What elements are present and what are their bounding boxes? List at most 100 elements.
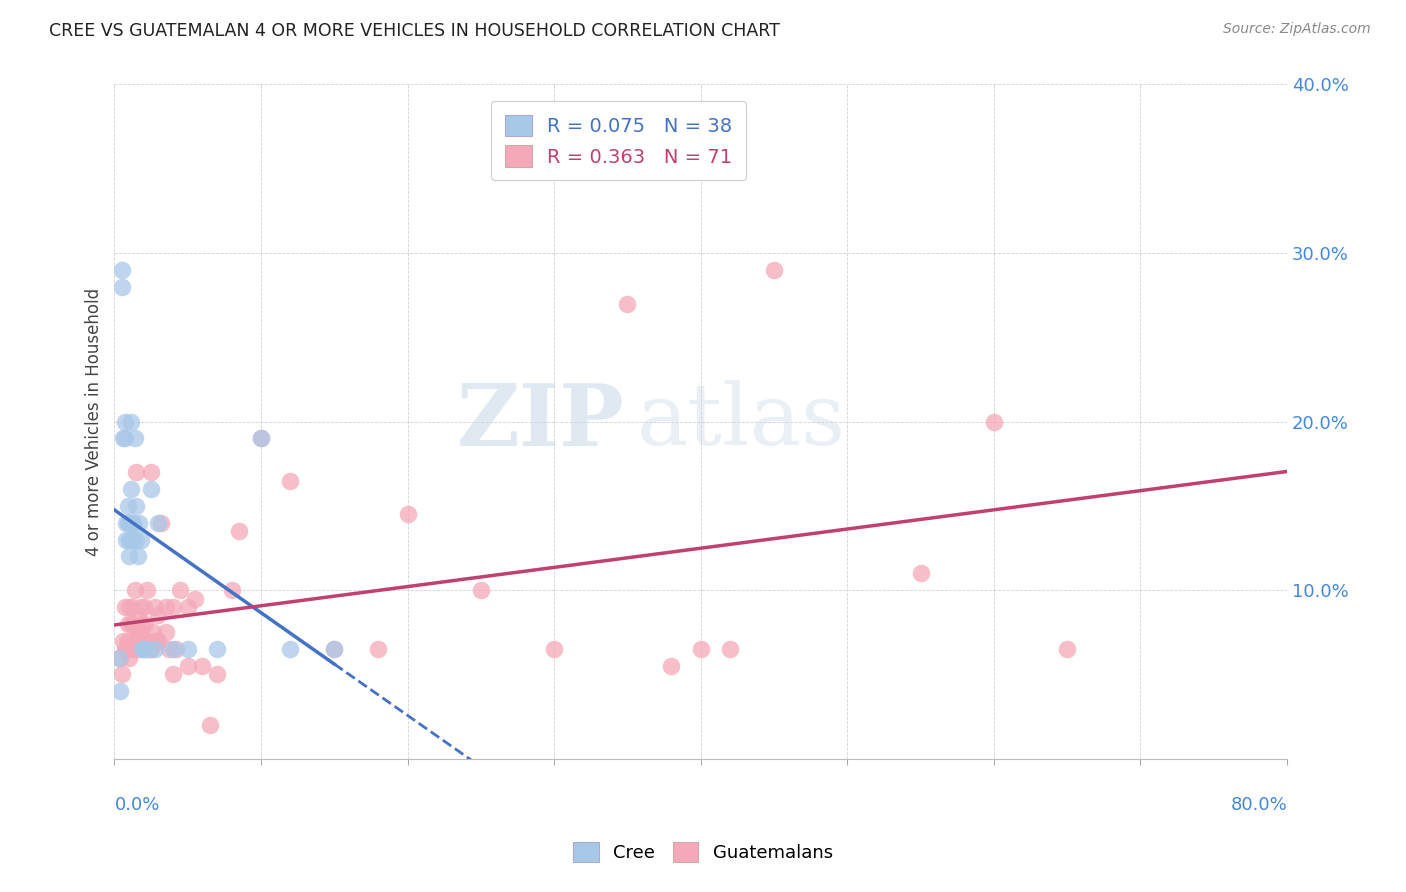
Text: 0.0%: 0.0%: [114, 796, 160, 814]
Point: [125, 633, 148, 648]
Point: [155, 600, 177, 615]
Point: [718, 642, 741, 657]
Point: [132, 642, 155, 657]
Point: [141, 625, 163, 640]
Point: [114, 432, 136, 446]
Point: [155, 625, 177, 640]
Point: [124, 633, 146, 648]
Point: [150, 516, 173, 530]
Point: [184, 591, 207, 606]
Point: [127, 608, 149, 623]
Point: [177, 600, 200, 615]
Point: [121, 600, 143, 615]
Point: [121, 516, 143, 530]
Point: [134, 616, 156, 631]
Point: [118, 600, 141, 615]
Text: ZIP: ZIP: [457, 380, 624, 464]
Point: [115, 533, 138, 547]
Point: [177, 659, 200, 673]
Point: [250, 432, 273, 446]
Point: [124, 583, 146, 598]
Point: [148, 608, 170, 623]
Point: [205, 642, 228, 657]
Point: [198, 718, 221, 732]
Point: [111, 667, 134, 681]
Point: [689, 642, 711, 657]
Point: [122, 642, 145, 657]
Point: [114, 415, 136, 429]
Point: [131, 642, 153, 657]
Point: [117, 616, 139, 631]
Point: [112, 633, 135, 648]
Point: [165, 642, 187, 657]
Point: [117, 633, 139, 648]
Point: [323, 642, 346, 657]
Point: [118, 650, 141, 665]
Point: [115, 516, 138, 530]
Point: [763, 263, 786, 277]
Point: [128, 625, 150, 640]
Point: [135, 642, 157, 657]
Y-axis label: 4 or more Vehicles in Household: 4 or more Vehicles in Household: [86, 287, 103, 556]
Text: Source: ZipAtlas.com: Source: ZipAtlas.com: [1223, 22, 1371, 37]
Point: [278, 642, 301, 657]
Point: [121, 533, 143, 547]
Point: [117, 516, 139, 530]
Text: atlas: atlas: [637, 380, 845, 463]
Point: [120, 616, 142, 631]
Point: [162, 642, 184, 657]
Point: [205, 667, 228, 681]
Point: [110, 650, 132, 665]
Point: [131, 616, 153, 631]
Point: [278, 474, 301, 488]
Point: [115, 642, 138, 657]
Point: [118, 533, 141, 547]
Point: [145, 600, 167, 615]
Point: [191, 659, 214, 673]
Point: [121, 633, 143, 648]
Point: [145, 642, 167, 657]
Point: [127, 642, 149, 657]
Legend: R = 0.075   N = 38, R = 0.363   N = 71: R = 0.075 N = 38, R = 0.363 N = 71: [491, 101, 747, 180]
Point: [129, 533, 152, 547]
Point: [111, 279, 134, 293]
Point: [127, 549, 149, 564]
Legend: Cree, Guatemalans: Cree, Guatemalans: [567, 835, 839, 870]
Point: [162, 600, 184, 615]
Point: [470, 583, 492, 598]
Point: [117, 499, 139, 513]
Point: [114, 642, 136, 657]
Point: [132, 600, 155, 615]
Point: [136, 633, 159, 648]
Point: [543, 642, 565, 657]
Point: [143, 633, 166, 648]
Text: 80.0%: 80.0%: [1230, 796, 1286, 814]
Point: [138, 642, 160, 657]
Text: CREE VS GUATEMALAN 4 OR MORE VEHICLES IN HOUSEHOLD CORRELATION CHART: CREE VS GUATEMALAN 4 OR MORE VEHICLES IN…: [49, 22, 780, 40]
Point: [111, 263, 134, 277]
Point: [108, 650, 131, 665]
Point: [177, 642, 200, 657]
Point: [250, 432, 273, 446]
Point: [146, 633, 169, 648]
Point: [139, 642, 162, 657]
Point: [118, 549, 141, 564]
Point: [132, 642, 155, 657]
Point: [120, 482, 142, 496]
Point: [396, 508, 419, 522]
Point: [122, 616, 145, 631]
Point: [367, 642, 389, 657]
Point: [139, 465, 162, 479]
Point: [1056, 642, 1078, 657]
Point: [112, 432, 135, 446]
Point: [148, 516, 170, 530]
Point: [125, 465, 148, 479]
Point: [129, 600, 152, 615]
Point: [162, 667, 184, 681]
Point: [135, 583, 157, 598]
Point: [120, 642, 142, 657]
Point: [129, 625, 152, 640]
Point: [661, 659, 683, 673]
Point: [124, 432, 146, 446]
Point: [616, 296, 638, 310]
